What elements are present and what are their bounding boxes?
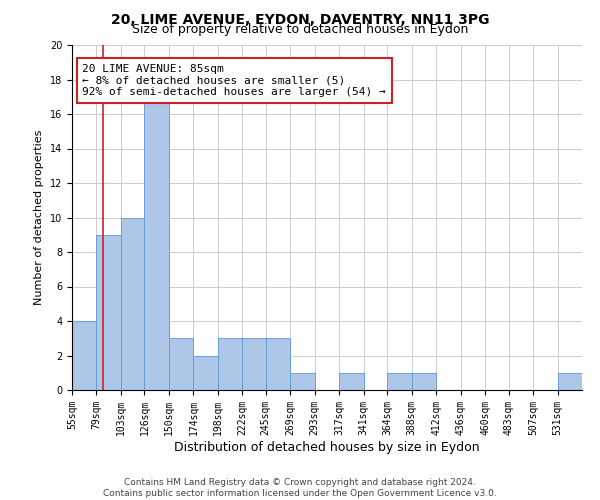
Bar bbox=[557, 373, 582, 390]
Bar bbox=[169, 338, 193, 390]
Bar bbox=[97, 235, 121, 390]
Y-axis label: Number of detached properties: Number of detached properties bbox=[34, 130, 44, 305]
Text: Contains HM Land Registry data © Crown copyright and database right 2024.
Contai: Contains HM Land Registry data © Crown c… bbox=[103, 478, 497, 498]
X-axis label: Distribution of detached houses by size in Eydon: Distribution of detached houses by size … bbox=[174, 440, 480, 454]
Bar bbox=[339, 373, 364, 390]
Bar bbox=[242, 338, 266, 390]
Bar bbox=[218, 338, 242, 390]
Bar bbox=[387, 373, 412, 390]
Text: 20 LIME AVENUE: 85sqm
← 8% of detached houses are smaller (5)
92% of semi-detach: 20 LIME AVENUE: 85sqm ← 8% of detached h… bbox=[82, 64, 386, 97]
Bar bbox=[266, 338, 290, 390]
Bar bbox=[72, 321, 97, 390]
Bar bbox=[121, 218, 145, 390]
Bar bbox=[193, 356, 218, 390]
Bar bbox=[290, 373, 315, 390]
Bar bbox=[145, 97, 169, 390]
Bar bbox=[412, 373, 436, 390]
Text: 20, LIME AVENUE, EYDON, DAVENTRY, NN11 3PG: 20, LIME AVENUE, EYDON, DAVENTRY, NN11 3… bbox=[111, 12, 489, 26]
Text: Size of property relative to detached houses in Eydon: Size of property relative to detached ho… bbox=[132, 22, 468, 36]
